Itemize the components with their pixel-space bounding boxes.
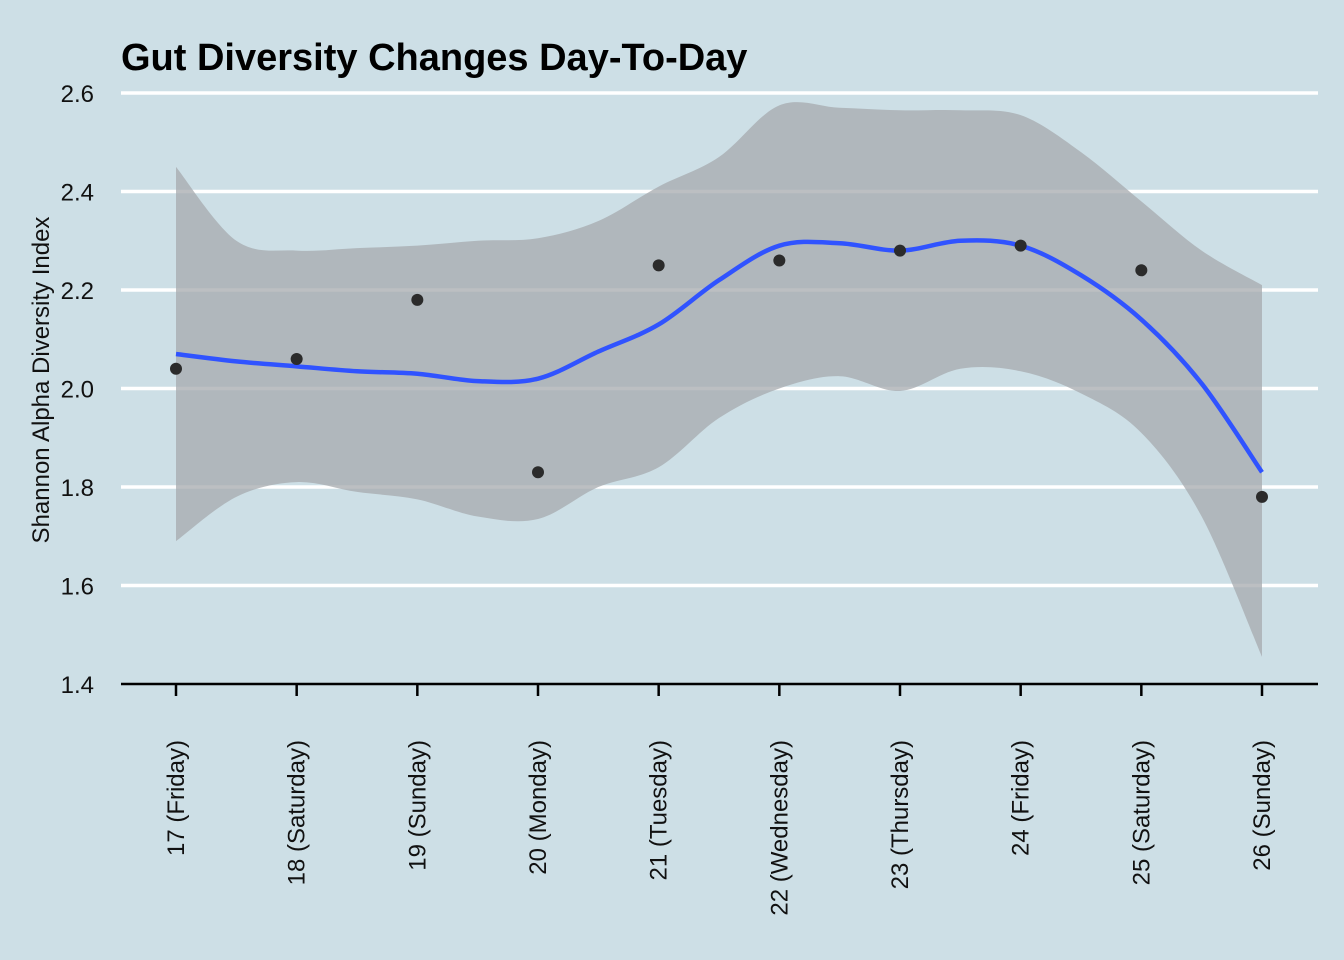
x-tick-label: 20 (Monday) bbox=[525, 740, 552, 875]
data-point bbox=[1014, 239, 1027, 252]
y-tick-label: 2.4 bbox=[61, 180, 94, 207]
data-points bbox=[170, 239, 1268, 503]
y-axis-label: Shannon Alpha Diversity Index bbox=[28, 217, 55, 544]
y-tick-labels: 1.4 1.6 1.8 2.0 2.2 2.4 2.6 bbox=[61, 81, 94, 699]
x-tick-label: 19 (Sunday) bbox=[404, 740, 431, 871]
chart-title: Gut Diversity Changes Day-To-Day bbox=[121, 37, 747, 79]
y-tick-label: 1.8 bbox=[61, 475, 94, 502]
y-tick-label: 2.6 bbox=[61, 81, 94, 108]
data-point bbox=[894, 244, 906, 257]
data-point bbox=[1256, 490, 1268, 503]
x-tick-label: 23 (Thursday) bbox=[887, 740, 914, 889]
data-point bbox=[532, 466, 544, 479]
y-tick-label: 2.2 bbox=[61, 278, 94, 305]
data-point bbox=[1135, 264, 1148, 277]
y-tick-label: 1.4 bbox=[61, 672, 94, 699]
x-tick-label: 24 (Friday) bbox=[1008, 740, 1035, 856]
x-tick-label: 22 (Wednesday) bbox=[766, 740, 793, 916]
data-point bbox=[652, 259, 665, 272]
data-point bbox=[773, 254, 786, 267]
data-point bbox=[290, 352, 303, 365]
x-tick-label: 21 (Tuesday) bbox=[646, 740, 673, 881]
smooth-line bbox=[175, 238, 1264, 474]
y-tick-label: 1.6 bbox=[61, 574, 94, 601]
x-tick-label: 26 (Sunday) bbox=[1249, 740, 1276, 871]
y-tick-label: 2.0 bbox=[61, 377, 94, 404]
x-tick-label: 18 (Saturday) bbox=[284, 740, 311, 885]
x-tick-label: 17 (Friday) bbox=[163, 740, 190, 856]
x-tick-labels: 17 (Friday) 18 (Saturday) 19 (Sunday) 20 (M… bbox=[163, 684, 1276, 916]
x-tick-label: 25 (Saturday) bbox=[1128, 740, 1155, 885]
data-point bbox=[170, 362, 182, 375]
data-point bbox=[411, 293, 424, 306]
